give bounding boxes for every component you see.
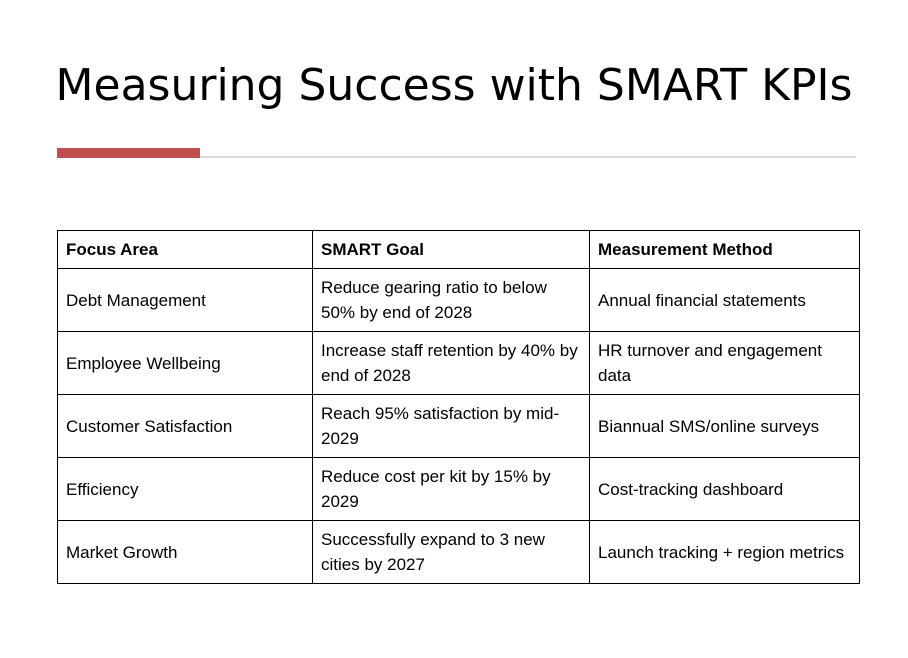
title-divider [57,156,856,158]
focus-area-cell: Customer Satisfaction [57,394,313,458]
table-row: Market Growth Successfully expand to 3 n… [57,520,860,584]
smart-goal-cell: Successfully expand to 3 new cities by 2… [312,520,590,584]
smart-goal-cell: Reduce cost per kit by 15% by 2029 [312,457,590,521]
slide-title: Measuring Success with SMART KPIs [55,60,853,111]
header-measurement-method: Measurement Method [589,230,860,269]
table-row: Debt Management Reduce gearing ratio to … [57,268,860,332]
focus-area-cell: Efficiency [57,457,313,521]
measurement-method-cell: HR turnover and engagement data [589,331,860,395]
focus-area-cell: Debt Management [57,268,313,332]
smart-goal-cell: Reach 95% satisfaction by mid-2029 [312,394,590,458]
table-row: Employee Wellbeing Increase staff retent… [57,331,860,395]
focus-area-cell: Market Growth [57,520,313,584]
smart-goal-cell: Increase staff retention by 40% by end o… [312,331,590,395]
table-row: Efficiency Reduce cost per kit by 15% by… [57,457,860,521]
smart-goal-cell: Reduce gearing ratio to below 50% by end… [312,268,590,332]
measurement-method-cell: Launch tracking + region metrics [589,520,860,584]
measurement-method-cell: Biannual SMS/online surveys [589,394,860,458]
header-smart-goal: SMART Goal [312,230,590,269]
table-row: Customer Satisfaction Reach 95% satisfac… [57,394,860,458]
kpi-table: Focus Area SMART Goal Measurement Method… [57,230,860,584]
focus-area-cell: Employee Wellbeing [57,331,313,395]
table-header-row: Focus Area SMART Goal Measurement Method [57,230,860,269]
header-focus-area: Focus Area [57,230,313,269]
measurement-method-cell: Annual financial statements [589,268,860,332]
measurement-method-cell: Cost-tracking dashboard [589,457,860,521]
title-accent-bar [57,148,200,158]
